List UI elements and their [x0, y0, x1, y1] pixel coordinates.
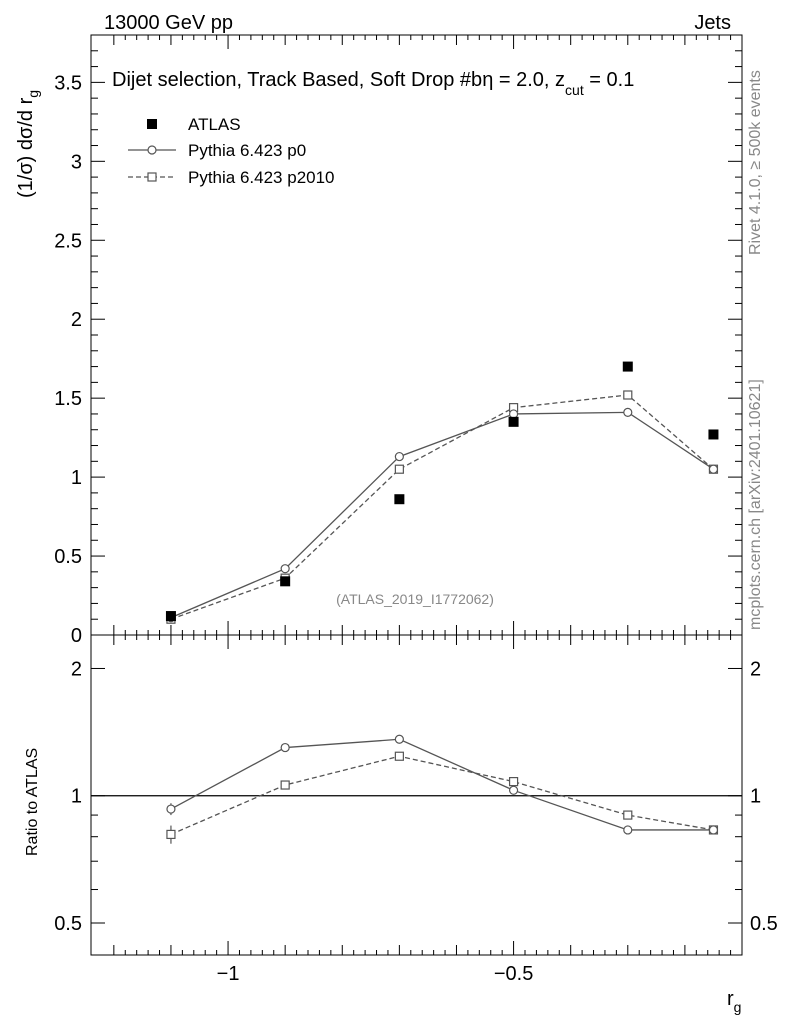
- main-ytick-label: 0: [71, 625, 82, 647]
- subtitle-end: = 0.1: [584, 69, 635, 91]
- atlas-point: [280, 576, 291, 587]
- atlas-point: [165, 611, 176, 622]
- main-panel: 0 0.5 1 1.5 2 2.5 3 3.5: [54, 34, 743, 647]
- ratio-panel: −1 −0.5 0.5 0.5 1 1 2 2: [54, 634, 778, 985]
- ratio-p2010-point: [508, 777, 519, 787]
- ratio-ytick-label: 2: [71, 658, 82, 680]
- subtitle-sub: cut: [565, 82, 584, 98]
- ratio-p0-line: [170, 738, 714, 831]
- legend: ATLAS Pythia 6.423 p0 Pythia 6.423 p2010: [128, 115, 335, 187]
- p2010-line: [170, 394, 714, 620]
- legend-label: Pythia 6.423 p2010: [188, 168, 335, 187]
- p0-point: [708, 464, 719, 474]
- atlas-point: [508, 416, 519, 427]
- p0-line: [170, 411, 714, 619]
- ratio-ytick-label-right: 1: [750, 786, 761, 808]
- main-ytick-label: 2: [71, 309, 82, 331]
- ratio-ytick-label-right: 0.5: [750, 913, 778, 935]
- header-right: Jets: [694, 12, 731, 34]
- ratio-p2010-point: [280, 780, 290, 790]
- p0-point: [508, 409, 519, 419]
- main-ylabel: (1/σ) dσ/d rg: [15, 90, 41, 198]
- xtick-label: −1: [217, 963, 240, 985]
- ratio-p0-point: [508, 785, 519, 795]
- ratio-p0-point: [708, 825, 719, 835]
- main-ytick-label: 1.5: [54, 388, 82, 410]
- ratio-ytick-label: 1: [71, 786, 82, 808]
- p0-point: [394, 451, 404, 462]
- analysis-watermark: (ATLAS_2019_I1772062): [336, 591, 494, 607]
- main-ylabel-main: (1/σ) dσ/d r: [15, 97, 37, 198]
- main-ytick-label: 2.5: [54, 230, 82, 252]
- legend-p2010-marker: [147, 172, 157, 182]
- ratio-ylabel: Ratio to ATLAS: [24, 748, 41, 856]
- p2010-point: [394, 464, 404, 474]
- p0-point: [280, 564, 290, 574]
- subtitle-main: Dijet selection, Track Based, Soft Drop …: [112, 69, 482, 91]
- atlas-point: [622, 361, 633, 372]
- main-ytick-label: 0.5: [54, 546, 82, 568]
- ratio-ytick-label: 0.5: [54, 913, 82, 935]
- legend-p0-marker: [147, 145, 157, 155]
- legend-label: ATLAS: [188, 115, 241, 134]
- legend-label: Pythia 6.423 p0: [188, 141, 306, 160]
- main-ytick-label: 3.5: [54, 72, 82, 94]
- ratio-p0-point: [623, 825, 633, 835]
- rivet-label: Rivet 4.1.0, ≥ 500k events: [747, 70, 764, 255]
- ratio-xlabel-sub: g: [734, 999, 742, 1015]
- atlas-point: [708, 429, 719, 440]
- mcplots-label: mcplots.cern.ch [arXiv:2401.10621]: [747, 379, 764, 630]
- legend-atlas-marker: [147, 119, 157, 129]
- subtitle: Dijet selection, Track Based, Soft Drop …: [112, 69, 634, 98]
- p2010-point: [623, 390, 633, 400]
- header-left: 13000 GeV pp: [104, 12, 233, 34]
- p0-point: [623, 407, 633, 417]
- ratio-frame: [90, 634, 743, 956]
- ratio-xlabel: rg: [727, 988, 741, 1015]
- main-ylabel-sub: g: [25, 90, 41, 98]
- ratio-p0-point: [394, 734, 404, 744]
- ratio-p2010-line: [170, 755, 714, 836]
- ratio-p0-point: [166, 804, 176, 814]
- main-ytick-label: 1: [71, 467, 82, 489]
- xtick-label: −0.5: [494, 963, 533, 985]
- ratio-p0-point: [280, 742, 290, 753]
- ratio-p2010-point: [394, 751, 404, 761]
- main-ytick-label: 3: [71, 151, 82, 173]
- ratio-xlabel-main: r: [727, 988, 734, 1010]
- ratio-p2010-point: [623, 810, 633, 820]
- ratio-ytick-label-right: 2: [750, 658, 761, 680]
- subtitle-eta: η = 2.0, z: [482, 69, 565, 91]
- ratio-p2010-point: [166, 829, 176, 840]
- atlas-point: [394, 494, 405, 505]
